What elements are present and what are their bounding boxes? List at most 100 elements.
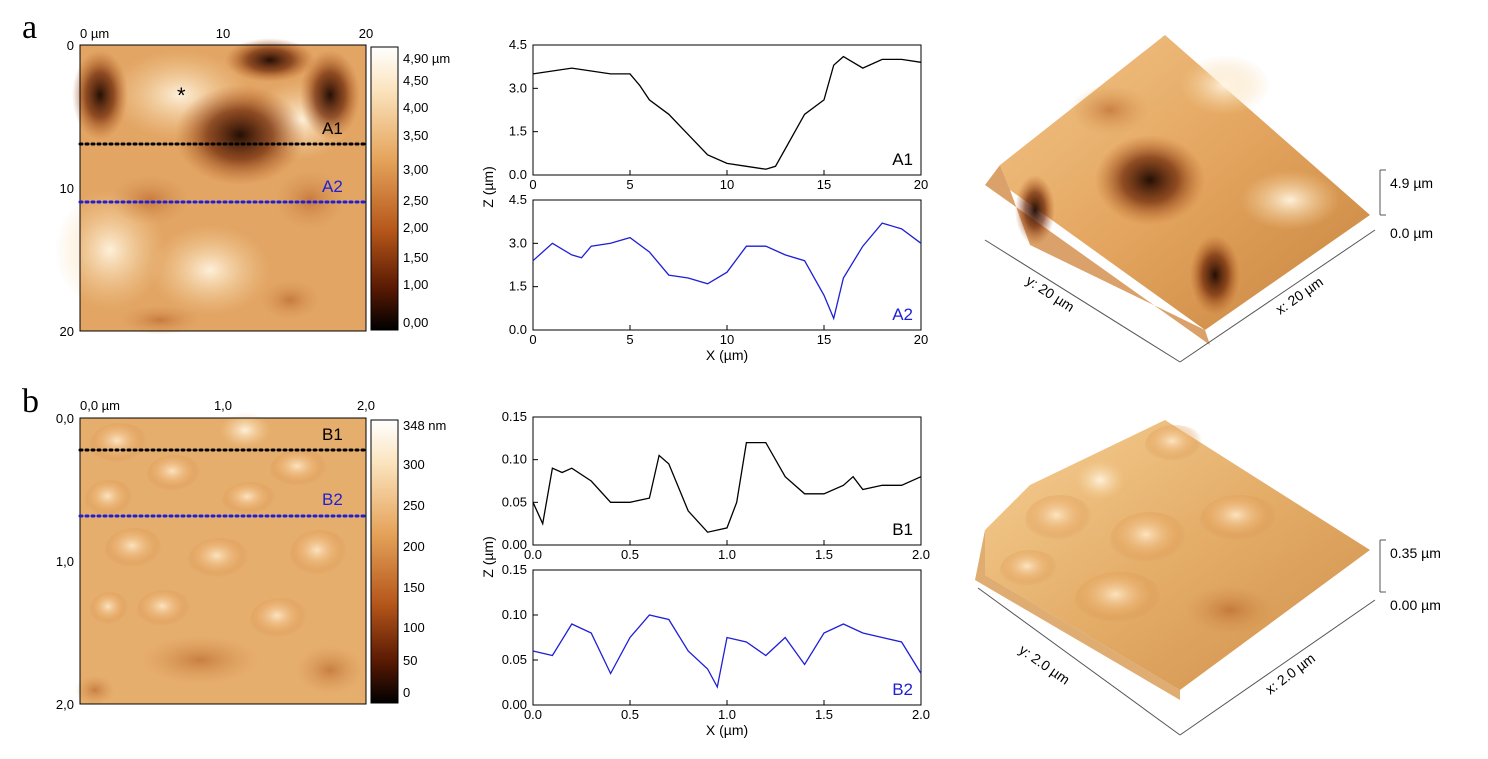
afm-image-a	[55, 38, 368, 335]
x-tick-label: 0	[529, 332, 536, 347]
y-tick-label: 0.0	[509, 322, 527, 337]
x-tick-label: 1.0	[718, 707, 736, 722]
colorbar-tick: 3,50	[403, 128, 428, 143]
afm-image-b	[75, 412, 368, 705]
series-label: A2	[892, 305, 913, 324]
y-tick-label: 0.15	[502, 409, 527, 424]
line-label-a1: A1	[322, 119, 343, 138]
y-axis-title: Z (µm)	[480, 166, 496, 208]
colorbar-tick: 0,00	[403, 315, 428, 330]
top-tick: 0,0 µm	[80, 398, 120, 413]
colorbar-tick: 100	[403, 620, 425, 635]
x-axis-label-a: x: 20 µm	[1273, 273, 1326, 317]
x-tick-label: 0.0	[524, 547, 542, 562]
series-label: A1	[892, 150, 913, 169]
x-tick-label: 1.5	[815, 547, 833, 562]
colorbar-tick: 3,00	[403, 162, 428, 177]
y-tick-label: 1.5	[509, 279, 527, 294]
left-tick: 0	[67, 38, 74, 53]
afm-a-top-ticks: 0 µm 10 20	[80, 26, 373, 41]
x-tick-label: 0.5	[621, 547, 639, 562]
x-tick-label: 5	[626, 332, 633, 347]
colorbar-tick: 200	[403, 539, 425, 554]
colorbar-tick: 4,00	[403, 100, 428, 115]
x-tick-label: 2.0	[912, 707, 930, 722]
surface-3d-b-axes	[977, 539, 1386, 736]
y-axis-label-b: y: 2.0 µm	[1016, 641, 1073, 687]
colorbar-tick: 2,00	[403, 220, 428, 235]
x-tick-label: 10	[720, 332, 734, 347]
series-line-a1	[532, 55, 922, 170]
top-tick: 10	[216, 26, 230, 41]
afm-a-left-ticks: 0 10 20	[60, 38, 74, 339]
y-tick-label: 0.00	[502, 537, 527, 552]
y-tick-label: 3.0	[509, 80, 527, 95]
surface-3d-a	[985, 35, 1370, 345]
colorbar-a	[370, 46, 399, 331]
plot-frame	[532, 44, 922, 176]
y-tick-label: 0.15	[502, 562, 527, 577]
z-bottom-label-a: 0.0 µm	[1390, 225, 1433, 241]
x-tick-label: 20	[914, 332, 928, 347]
line-label-b2: B2	[322, 490, 343, 509]
z-top-label-b: 0.35 µm	[1390, 545, 1441, 561]
profile-chart-a1: 0 5 10 15 20 0.0 1.5 3.0 4.5 A1 Z (µm)	[480, 37, 928, 208]
x-tick-label: 0	[529, 177, 536, 192]
top-tick: 1,0	[214, 398, 232, 413]
top-tick: 0 µm	[80, 26, 109, 41]
y-tick-label: 0.00	[502, 697, 527, 712]
x-tick-label: 15	[817, 332, 831, 347]
left-tick: 1,0	[56, 554, 74, 569]
y-tick-label: 0.05	[502, 652, 527, 667]
series-label: B2	[892, 680, 913, 699]
x-tick-label: 1.5	[815, 707, 833, 722]
y-tick-label: 3.0	[509, 235, 527, 250]
left-tick: 0,0	[56, 411, 74, 426]
left-tick: 20	[60, 324, 74, 339]
series-line-b1	[532, 441, 922, 533]
afm-b-left-ticks: 0,0 1,0 2,0	[56, 411, 74, 712]
x-axis-title: X (µm)	[706, 722, 748, 738]
x-tick-label: 1.0	[718, 547, 736, 562]
x-tick-label: 15	[817, 177, 831, 192]
colorbar-tick: 2,50	[403, 193, 428, 208]
colorbar-tick: 300	[403, 457, 425, 472]
y-tick-label: 4.5	[509, 37, 527, 52]
x-tick-label: 5	[626, 177, 633, 192]
colorbar-tick: 4,50	[403, 73, 428, 88]
surface-3d-a-axes	[984, 169, 1386, 363]
y-tick-label: 0.05	[502, 494, 527, 509]
colorbar-tick: 1,50	[403, 250, 428, 265]
z-top-label-a: 4.9 µm	[1390, 175, 1433, 191]
x-axis-label-b: x: 2.0 µm	[1262, 650, 1318, 698]
top-tick: 20	[359, 26, 373, 41]
colorbar-tick: 348 nm	[403, 418, 446, 433]
profile-chart-b1: 0.0 0.5 1.0 1.5 2.0 0.00 0.05 0.10 0.15 B1 Z (µm)	[480, 409, 930, 578]
y-axis-title: Z (µm)	[480, 536, 496, 578]
y-tick-label: 0.10	[502, 607, 527, 622]
y-axis-label-a: y: 20 µm	[1023, 272, 1077, 315]
colorbar-tick: 1,00	[403, 277, 428, 292]
series-label: B1	[892, 520, 913, 539]
colorbar-tick: 150	[403, 580, 425, 595]
x-tick-label: 10	[720, 177, 734, 192]
panel-b-label: b	[22, 383, 39, 420]
line-label-b1: B1	[322, 425, 343, 444]
panel-a-label: a	[22, 9, 37, 46]
colorbar-a-ticks: 4,90 µm 4,50 4,00 3,50 3,00 2,50 2,00 1,…	[403, 51, 450, 330]
y-tick-label: 0.10	[502, 452, 527, 467]
colorbar-b	[370, 419, 399, 704]
line-label-a2: A2	[322, 177, 343, 196]
left-tick: 10	[60, 181, 74, 196]
y-tick-label: 1.5	[509, 124, 527, 139]
profile-chart-b2: 0.0 0.5 1.0 1.5 2.0 0.00 0.05 0.10 0.15 B2 X (µm)	[502, 562, 930, 738]
x-tick-label: 20	[914, 177, 928, 192]
colorbar-b-ticks: 348 nm 300 250 200 150 100 50 0	[403, 418, 446, 700]
colorbar-tick: 50	[403, 653, 417, 668]
asterisk-marker: *	[177, 83, 186, 108]
left-tick: 2,0	[56, 697, 74, 712]
colorbar-tick: 0	[403, 685, 410, 700]
z-bottom-label-b: 0.00 µm	[1390, 597, 1441, 613]
top-tick: 2,0	[357, 398, 375, 413]
series-line-b2	[532, 614, 922, 689]
